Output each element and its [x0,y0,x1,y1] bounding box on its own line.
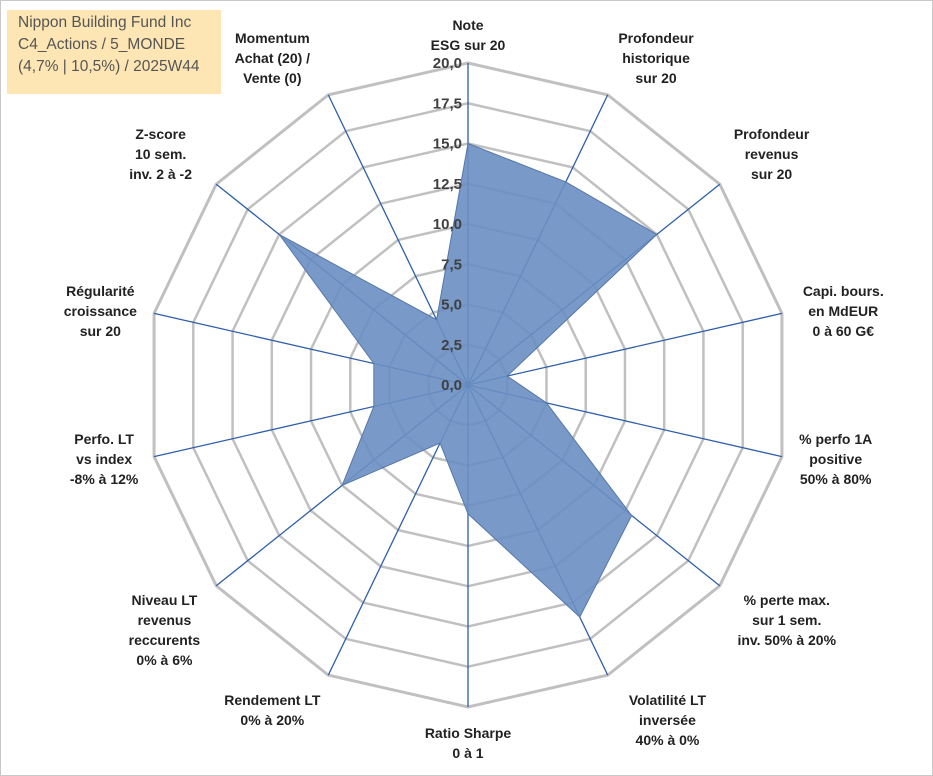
category-label: sur 20 [751,166,792,182]
category-label: Momentum [235,30,310,46]
category-labels: Note ESG sur 20 Profondeur historique sur 20… [64,17,884,761]
category-label: 0 à 1 [452,745,483,761]
category-label: Perfo. LT [74,431,134,447]
category-label: sur 20 [635,70,676,86]
tick-label: 5,0 [441,297,462,314]
category-label: Rendement LT [224,692,321,708]
category-label: revenus [745,146,799,162]
category-label: sur 20 [80,323,121,339]
category-label: inversée [639,712,696,728]
category-label: Vente (0) [243,70,301,86]
category-label: Ratio Sharpe [425,725,512,741]
category-label: reccurents [129,632,201,648]
category-label: Capi. bours. [803,283,884,299]
category-label: 0% à 20% [240,712,304,728]
category-label: ESG sur 20 [431,37,506,53]
category-label: Profondeur [618,30,694,46]
fund-name: Nippon Building Fund Inc [18,14,192,31]
radial-tick-labels: 0,0 2,5 5,0 7,5 10,0 12,5 15,0 17,5 20,0 [433,55,462,394]
tick-label: 0,0 [441,377,462,394]
series-polygon [278,142,658,618]
category-label: Régularité [66,283,135,299]
category-label: revenus [138,612,192,628]
tick-label: 12,5 [433,176,462,193]
category-label: Note [452,17,483,33]
fund-period: (4,7% | 10,5%) / 2025W44 [18,58,200,75]
tick-label: 15,0 [433,136,462,153]
tick-label: 7,5 [441,256,462,273]
category-label: 50% à 80% [800,471,872,487]
fund-info-box: Nippon Building Fund Inc C4_Actions / 5_… [7,10,221,94]
fund-category: C4_Actions / 5_MONDE [18,36,186,53]
category-label: Achat (20) / [235,50,311,66]
series-area [278,142,658,618]
category-label: Profondeur [734,126,810,142]
category-label: Niveau LT [131,592,197,608]
category-label: inv. 50% à 20% [737,632,836,648]
tick-label: 20,0 [433,55,462,72]
category-label: -8% à 12% [70,471,139,487]
category-label: positive [809,451,862,467]
category-label: % perfo 1A [799,431,872,447]
category-label: Z-score [135,126,186,142]
tick-label: 10,0 [433,216,462,233]
category-label: sur 1 sem. [752,612,821,628]
spoke-line [467,312,783,386]
category-label: 40% à 0% [636,732,700,748]
category-label: 0% à 6% [136,652,193,668]
category-label: 0 à 60 G€ [813,323,875,339]
category-label: inv. 2 à -2 [129,166,192,182]
category-label: % perte max. [744,592,830,608]
category-label: historique [622,50,690,66]
category-label: croissance [64,303,137,319]
tick-label: 2,5 [441,337,462,354]
category-label: vs index [76,451,132,467]
category-label: Volatilité LT [629,692,707,708]
category-label: en MdEUR [808,303,878,319]
tick-label: 17,5 [433,95,462,112]
category-label: 10 sem. [135,146,186,162]
